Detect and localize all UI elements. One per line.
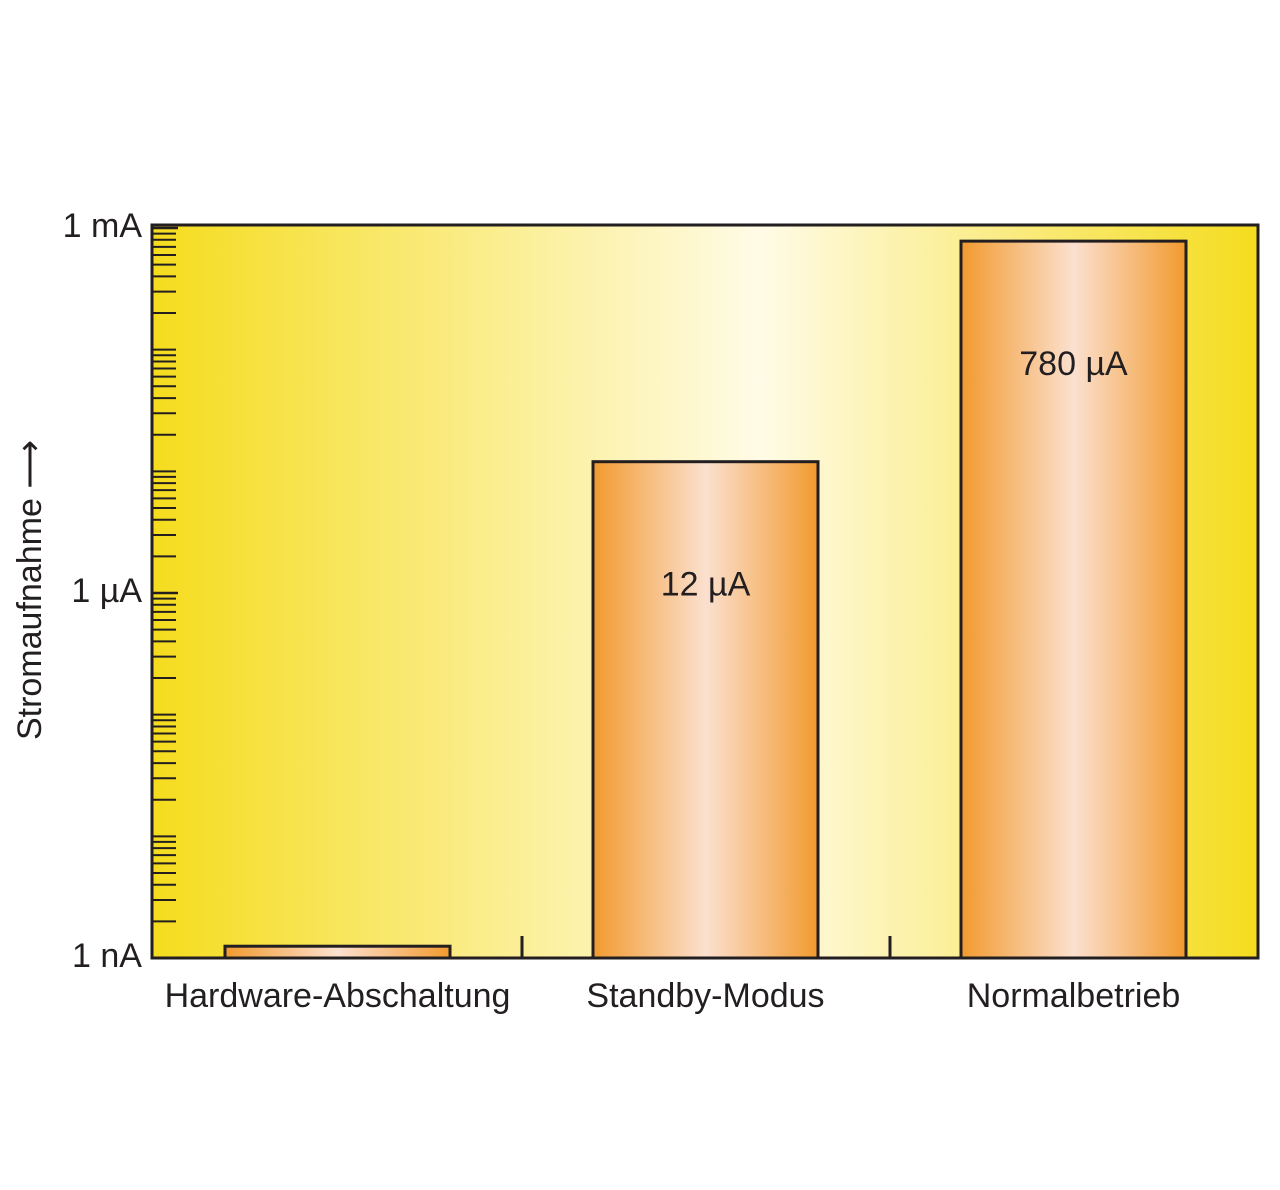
value-label: 780 µA <box>1019 345 1128 383</box>
bar <box>223 944 452 960</box>
x-tick-label: Hardware-Abschaltung <box>165 977 511 1015</box>
y-tick-label: 1 nA <box>72 937 142 975</box>
bar <box>959 239 1188 960</box>
value-label: 12 µA <box>661 566 751 604</box>
x-tick-label: Standby-Modus <box>586 977 824 1015</box>
x-tick-label: Normalbetrieb <box>967 977 1181 1015</box>
y-tick-label: 1 µA <box>71 572 142 610</box>
bar <box>591 460 820 960</box>
y-axis-title: Stromaufnahme ⟶ <box>11 440 49 740</box>
y-tick-label: 1 mA <box>63 207 143 245</box>
